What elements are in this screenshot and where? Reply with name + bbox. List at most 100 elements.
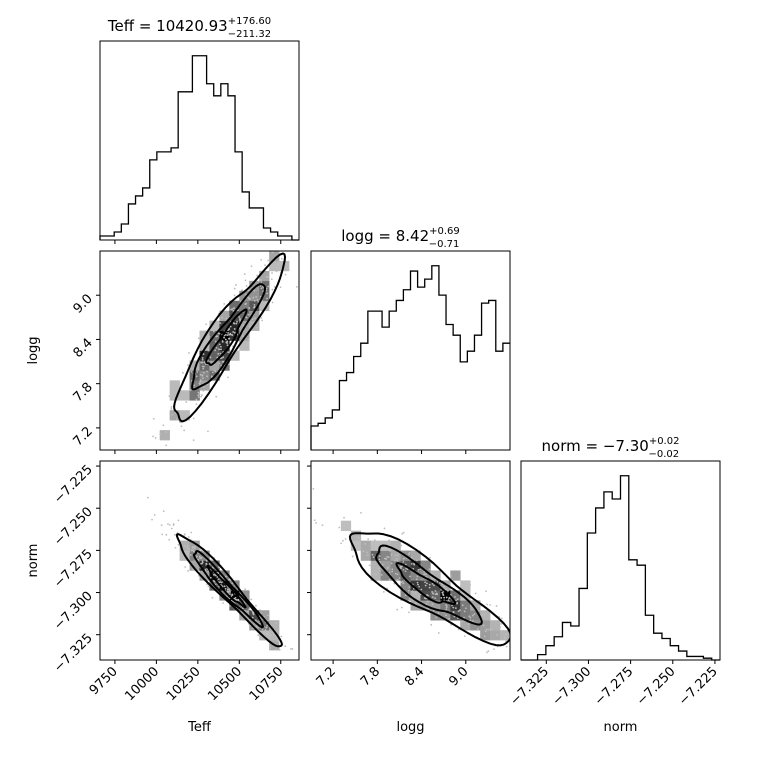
sample-point [430, 623, 433, 626]
histogram-line-norm [521, 475, 720, 661]
sample-point [251, 616, 254, 619]
sample-point [194, 545, 196, 548]
sample-point [396, 573, 399, 576]
density-cell [229, 590, 240, 601]
sample-point [373, 546, 376, 549]
sample-point [173, 399, 175, 401]
sample-point [267, 259, 270, 262]
y-tick-label-logg: 7.2 [71, 424, 96, 449]
sample-point [373, 573, 376, 576]
sample-point [427, 594, 429, 597]
density-cell [189, 540, 200, 551]
sample-point [291, 647, 294, 650]
density-cell [410, 580, 421, 591]
density-cell [229, 300, 240, 311]
sample-point [358, 542, 361, 545]
sample-point [419, 568, 421, 571]
sample-point [284, 273, 287, 276]
density-cell [350, 530, 362, 541]
sample-point [272, 634, 275, 636]
x-tick-label-logg: 7.8 [358, 664, 383, 689]
density-cell [229, 580, 240, 591]
density-cell [209, 350, 220, 361]
sample-point [225, 317, 228, 320]
sample-point [261, 300, 264, 303]
sample-point [415, 578, 418, 581]
sample-point [447, 589, 449, 592]
sample-point [223, 336, 225, 339]
sample-point [438, 582, 441, 584]
sample-point [399, 567, 402, 569]
sample-point [511, 629, 513, 631]
sample-point [385, 557, 387, 560]
sample-point [467, 623, 470, 625]
sample-point [434, 597, 437, 600]
sample-point [229, 332, 232, 335]
sample-point [179, 413, 182, 416]
sample-point [217, 578, 220, 580]
density-cell [450, 600, 461, 611]
sample-point [417, 583, 419, 586]
density-cell [239, 340, 250, 351]
sample-point [483, 613, 486, 616]
sample-point [231, 582, 234, 585]
sample-point [360, 512, 362, 514]
density-cell [199, 560, 210, 571]
sample-point [219, 345, 222, 348]
sample-point [487, 628, 490, 631]
sample-point [469, 605, 472, 607]
sample-point [280, 257, 283, 260]
density-cell [159, 430, 170, 441]
sample-point [191, 546, 194, 549]
sample-point [231, 308, 234, 310]
sample-point [259, 609, 261, 611]
sample-point [407, 589, 410, 592]
title-plus: +0.69 [429, 226, 460, 237]
sample-point [272, 631, 274, 634]
x-tick-label-norm: −7.300 [550, 664, 595, 709]
sample-point [199, 557, 202, 560]
sample-point [271, 272, 273, 274]
sample-point [457, 610, 460, 613]
sample-point [187, 569, 189, 572]
sample-point [452, 611, 455, 613]
sample-point [228, 333, 230, 336]
sample-point [485, 590, 487, 593]
sample-point [252, 611, 254, 614]
sample-point [419, 558, 422, 560]
sample-point [259, 278, 262, 281]
x-tick-label-Teff: 10000 [122, 664, 162, 704]
sample-point [514, 645, 516, 647]
sample-point [221, 340, 224, 342]
sample-point [463, 610, 466, 613]
sample-point [254, 317, 256, 320]
panel-frame-Teff-norm [99, 460, 300, 661]
sample-point [181, 371, 184, 374]
sample-point [183, 533, 186, 536]
density-cell [440, 590, 451, 601]
sample-point [396, 608, 399, 611]
sample-point [445, 606, 448, 609]
density-cell [199, 570, 210, 581]
sample-point [362, 550, 365, 553]
sample-point [193, 384, 196, 387]
density-cell [199, 350, 210, 361]
sample-point [404, 570, 407, 573]
sample-point [428, 583, 431, 586]
sample-point [251, 318, 254, 321]
sample-point [404, 594, 407, 597]
sample-point [235, 322, 238, 325]
sample-point [183, 544, 186, 547]
density-cell [239, 610, 250, 621]
sample-point [200, 395, 202, 398]
density-cell [480, 620, 491, 631]
density-cell [460, 620, 471, 631]
sample-point [401, 580, 404, 583]
density-cell [440, 580, 451, 591]
sample-point [378, 555, 381, 558]
density-cell [380, 570, 391, 581]
sample-point [172, 522, 175, 525]
sample-point [216, 356, 219, 359]
histogram-line-logg [310, 265, 510, 450]
sample-point [205, 559, 208, 562]
